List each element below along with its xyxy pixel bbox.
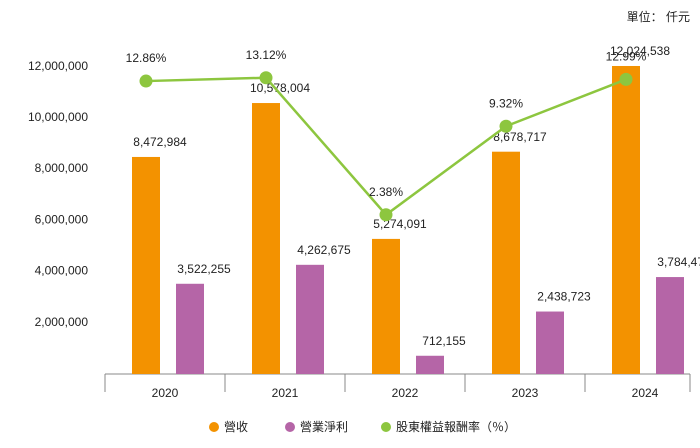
data-label: 8,678,717 [493,130,547,144]
legend-label: 營業淨利 [300,420,348,434]
x-tick-label: 2022 [392,386,419,400]
line-point [259,71,273,85]
data-label: 4,262,675 [297,243,351,257]
y-tick-label: 2,000,000 [35,315,89,329]
data-label: 12.99% [606,50,647,64]
data-label: 8,472,984 [133,135,187,149]
bar [296,264,324,374]
legend-label: 營收 [224,420,248,434]
legend-swatch [285,422,295,432]
x-tick-label: 2021 [272,386,299,400]
data-label: 9.32% [489,96,523,110]
data-label: 12.86% [126,51,167,65]
x-tick-label: 2020 [152,386,179,400]
bar [536,311,564,374]
y-tick-label: 8,000,000 [35,161,89,175]
bar [416,355,444,374]
data-label: 10,578,004 [250,81,310,95]
data-label: 2.38% [369,185,403,199]
line-point [139,74,153,88]
x-tick-label: 2023 [512,386,539,400]
data-label: 12,024,538 [610,44,670,58]
bar [176,283,204,374]
bar [252,103,280,375]
y-tick-label: 4,000,000 [35,264,89,278]
legend-label: 股東權益報酬率（％） [396,419,516,434]
legend-swatch [209,422,219,432]
legend-swatch [381,422,391,432]
bar [132,156,160,374]
bar [492,151,520,374]
y-tick-label: 10,000,000 [28,110,88,124]
data-label: 3,784,472 [657,255,700,269]
data-label: 3,522,255 [177,262,231,276]
data-label: 712,155 [422,334,466,348]
bar [656,277,684,374]
bar [372,238,400,374]
line-point [379,208,393,222]
unit-label: 單位： 仟元 [627,9,690,24]
y-tick-label: 12,000,000 [28,59,88,73]
bar [612,65,640,375]
data-label: 13.12% [246,48,287,62]
y-tick-label: 6,000,000 [35,212,89,226]
line-point [619,72,633,86]
line-point [499,119,513,133]
data-label: 2,438,723 [537,290,591,304]
x-tick-label: 2024 [632,386,659,400]
